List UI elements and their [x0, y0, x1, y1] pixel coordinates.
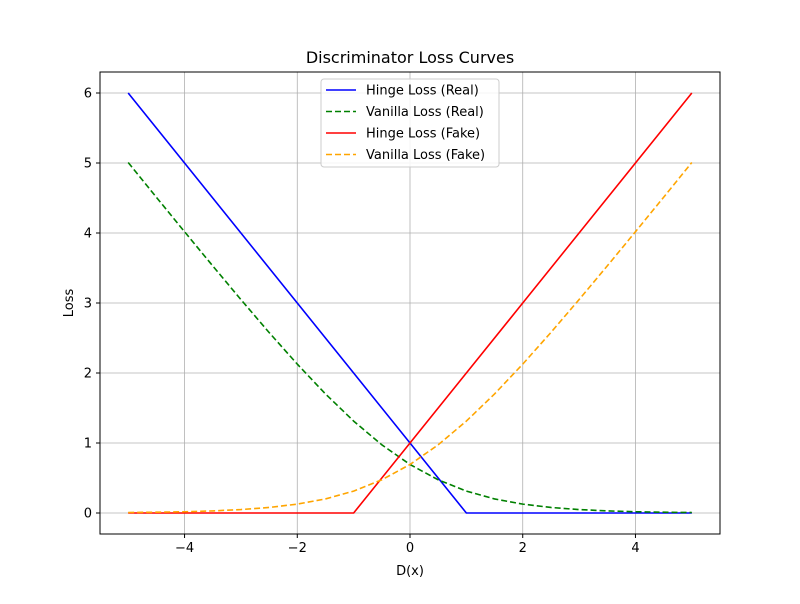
y-axis-label: Loss: [62, 289, 77, 318]
x-tick-label: 0: [406, 541, 414, 556]
chart-title: Discriminator Loss Curves: [306, 48, 514, 67]
legend-label-hinge-loss-fake: Hinge Loss (Fake): [366, 127, 480, 142]
y-tick-label: 3: [84, 297, 92, 312]
legend-entries: Hinge Loss (Real) Vanilla Loss (Real) Hing…: [326, 84, 485, 163]
series-line-hinge-loss-fake: [128, 92, 693, 514]
series-lines: [127, 92, 693, 514]
y-tick-label: 5: [84, 157, 92, 172]
x-axis-label: D(x): [396, 564, 424, 579]
y-tick-label: 0: [84, 507, 92, 522]
y-tick-label: 1: [84, 437, 92, 452]
y-tick-label: 4: [84, 227, 92, 242]
y-tick-label: 6: [84, 87, 92, 102]
axis-ticks: −4 −2 0 2 4 0 1 2 3 4 5 6: [84, 87, 640, 557]
legend-box: [320, 78, 500, 168]
series-line-vanilla-loss-fake: [128, 162, 693, 514]
x-tick-label: 2: [519, 541, 527, 556]
legend-label-vanilla-loss-real: Vanilla Loss (Real): [366, 105, 484, 120]
legend: Hinge Loss (Real) Vanilla Loss (Real) Hing…: [320, 78, 500, 168]
x-tick-label: −2: [288, 541, 307, 556]
x-tick-label: 4: [631, 541, 639, 556]
y-tick-label: 2: [84, 367, 92, 382]
legend-label-hinge-loss-real: Hinge Loss (Real): [366, 84, 479, 99]
x-tick-label: −4: [175, 541, 194, 556]
legend-label-vanilla-loss-fake: Vanilla Loss (Fake): [366, 148, 485, 163]
